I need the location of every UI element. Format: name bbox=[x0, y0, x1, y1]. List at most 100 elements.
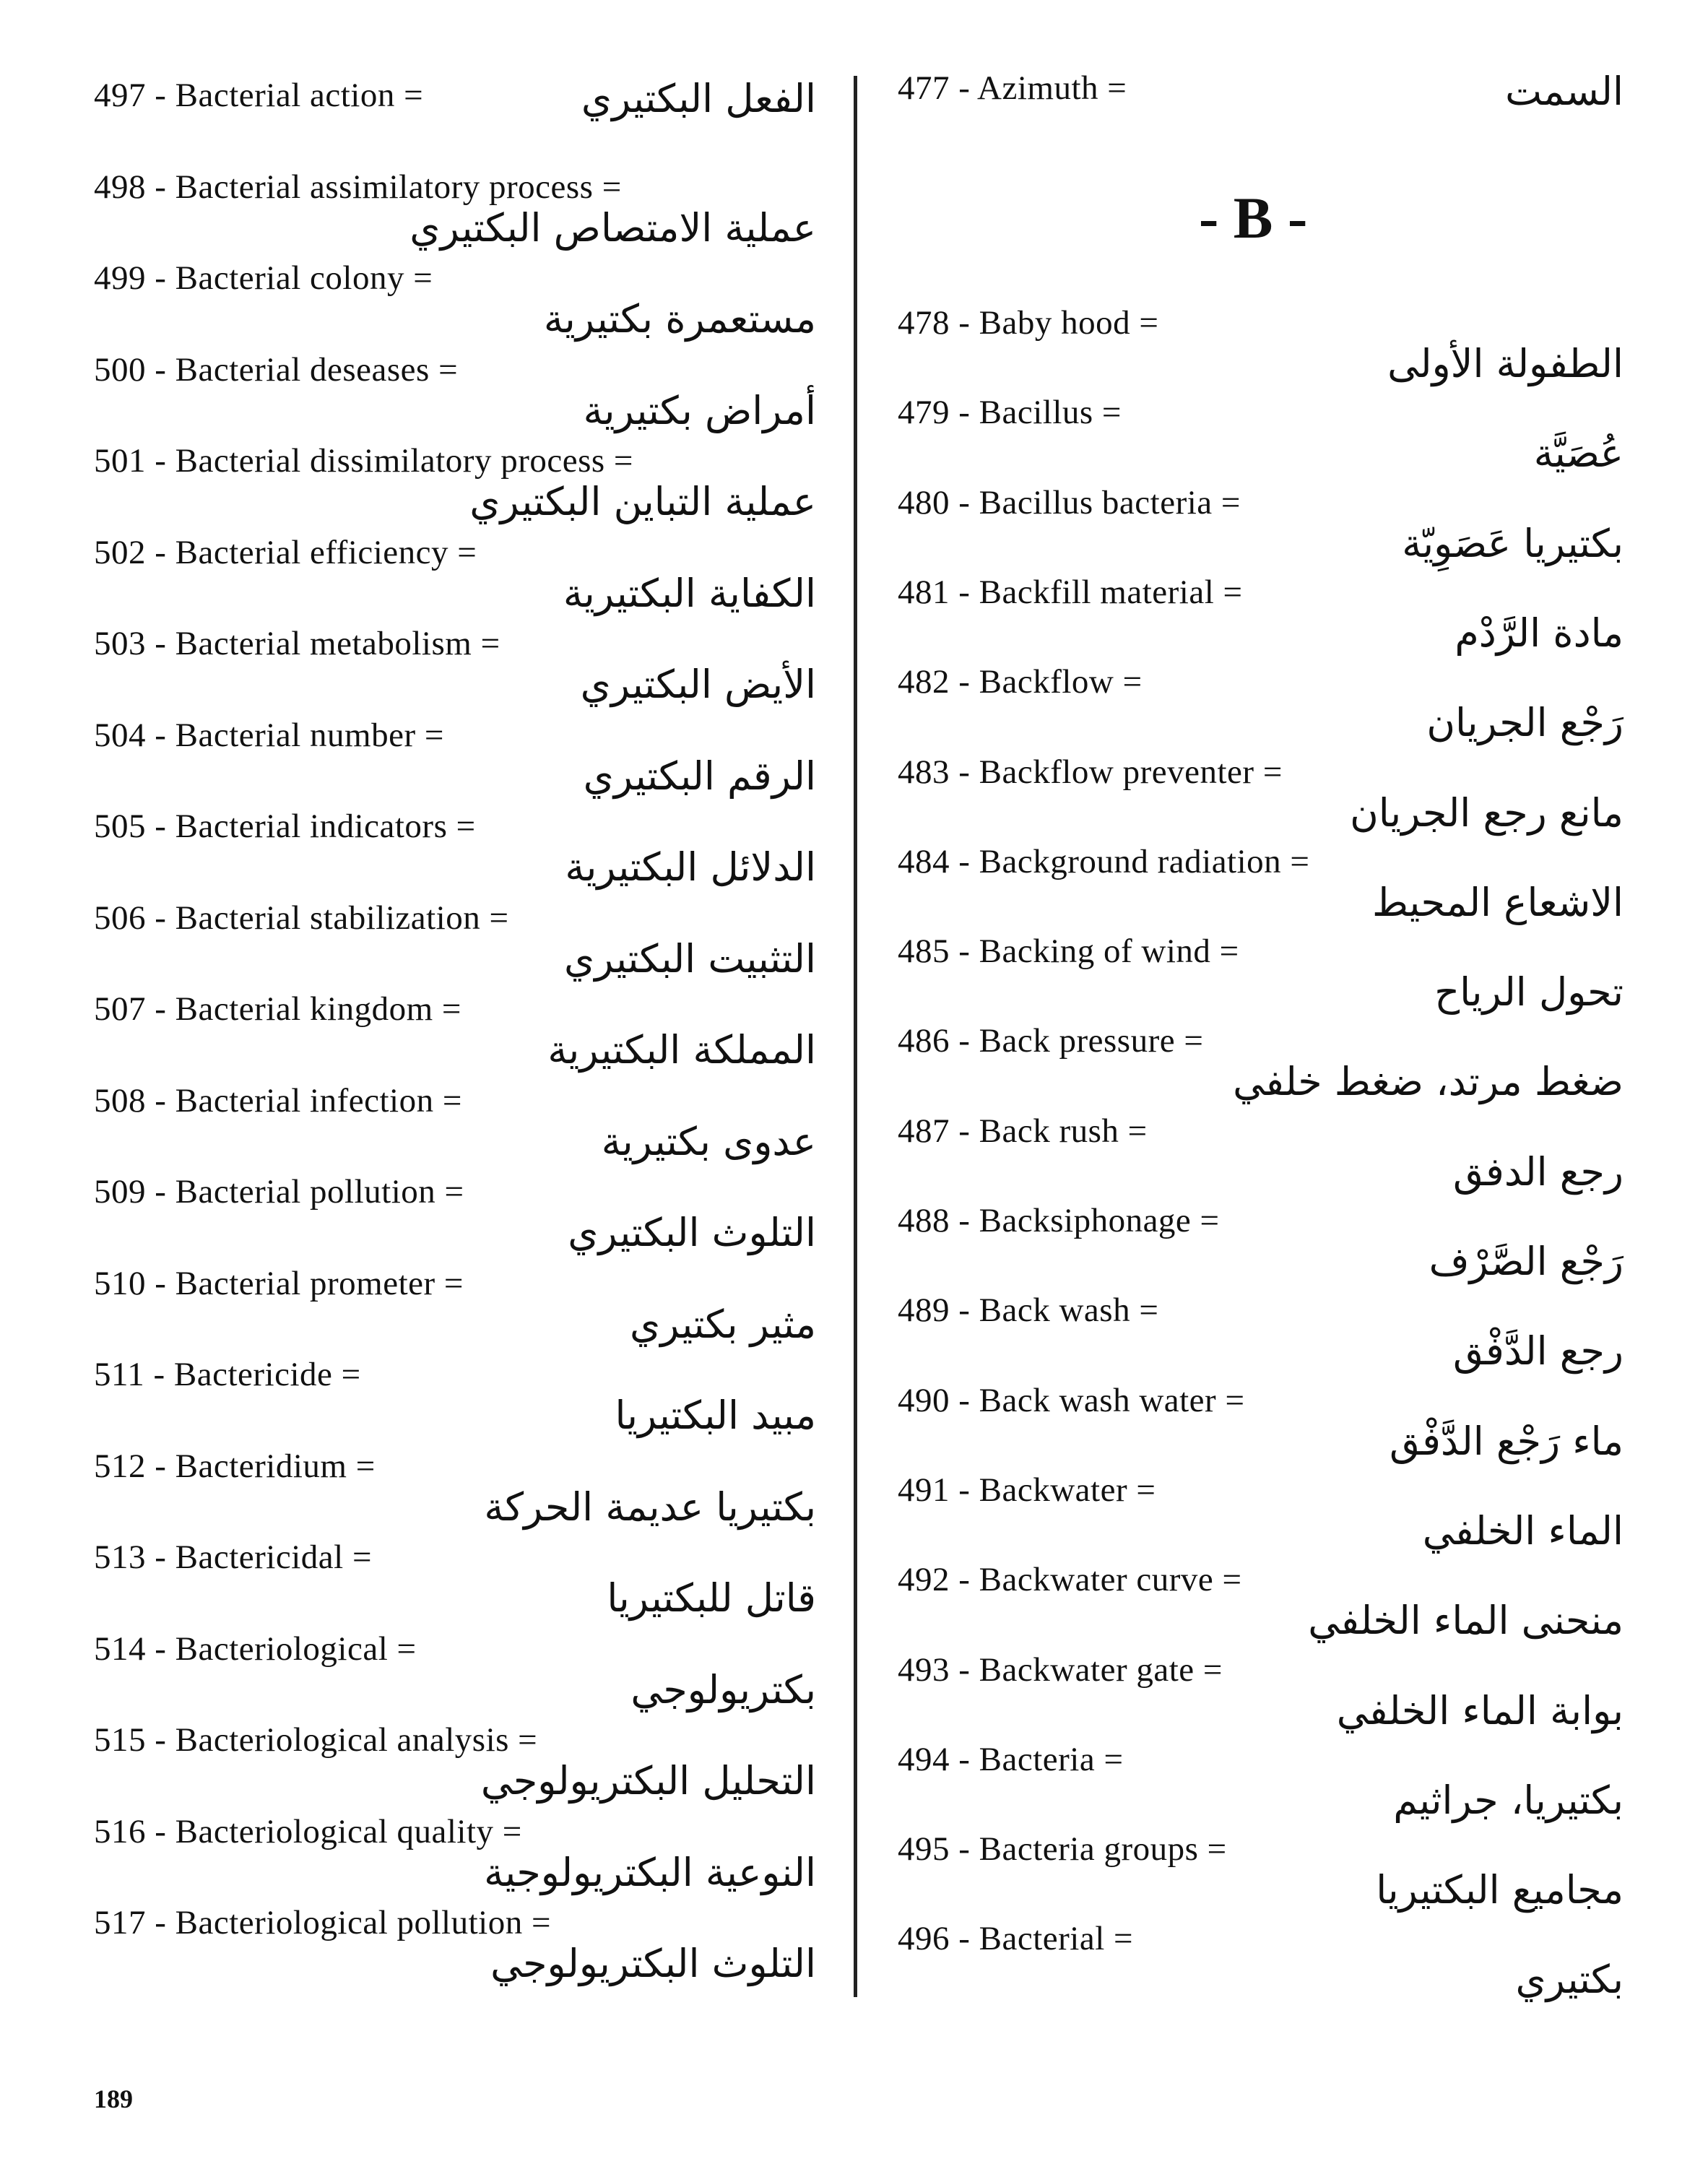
entry-arabic: عملية الامتصاص البكتيري bbox=[409, 204, 816, 251]
entry-term: 486 - Back pressure = bbox=[898, 1022, 1204, 1060]
entry-term: 488 - Backsiphonage = bbox=[898, 1202, 1220, 1239]
dictionary-entry-486: 486 - Back pressure = ضغط مرتد، ضغط خلفي bbox=[898, 1021, 1624, 1108]
entry-arabic: مجاميع البكتيريا bbox=[1376, 1867, 1624, 1913]
dictionary-entry-497: 497 - Bacterial action = الفعل البكتيري bbox=[94, 76, 816, 163]
entry-arabic: مانع رجع الجريان bbox=[1350, 789, 1624, 836]
entry-term: 514 - Bacteriological = bbox=[94, 1629, 417, 1668]
entry-arabic: بكتيريا عَصَوِيّة bbox=[1402, 520, 1624, 566]
entry-term: 491 - Backwater = bbox=[898, 1471, 1156, 1509]
entry-arabic: الطفولة الأولى bbox=[1387, 341, 1624, 386]
entry-term: 483 - Backflow preventer = bbox=[898, 753, 1283, 791]
entry-term: 516 - Bacteriological quality = bbox=[94, 1812, 522, 1850]
dictionary-entry-477: 477 - Azimuth = السمت bbox=[898, 69, 1624, 155]
page-number: 189 bbox=[94, 2084, 133, 2113]
dictionary-entry-501: 501 - Bacterial dissimilatory process = ع… bbox=[94, 441, 816, 528]
entry-arabic: التثبيت البكتيري bbox=[563, 935, 816, 982]
dictionary-entry-498: 498 - Bacterial assimilatory process = عم… bbox=[94, 168, 816, 254]
entry-term: 510 - Bacterial prometer = bbox=[94, 1264, 464, 1302]
dictionary-entry-484: 484 - Background radiation = الاشعاع المح… bbox=[898, 842, 1624, 929]
entry-arabic: الاشعاع المحيط bbox=[1371, 879, 1624, 925]
entry-arabic: مستعمرة بكتيرية bbox=[543, 296, 816, 342]
dictionary-entry-491: 491 - Backwater = الماء الخلفي bbox=[898, 1471, 1624, 1557]
entry-term: 478 - Baby hood = bbox=[898, 304, 1159, 342]
entry-term: 502 - Bacterial efficiency = bbox=[94, 533, 477, 571]
dictionary-entry-517: 517 - Bacteriological pollution = التلوث … bbox=[94, 1903, 816, 1990]
entry-arabic: النوعية البكتريولوجية bbox=[484, 1849, 816, 1895]
entry-arabic: مبيد البكتيريا bbox=[615, 1393, 816, 1438]
entry-arabic: ماء رَجْع الدَّفْق bbox=[1390, 1418, 1624, 1464]
entry-term: 505 - Bacterial indicators = bbox=[94, 808, 476, 845]
dictionary-entry-485: 485 - Backing of wind = تحول الرياح bbox=[898, 932, 1624, 1018]
entry-term: 501 - Bacterial dissimilatory process = bbox=[94, 442, 633, 480]
entry-arabic: تحول الرياح bbox=[1434, 969, 1624, 1016]
entry-arabic: الكفاية البكتيرية bbox=[563, 570, 816, 616]
dictionary-entry-480: 480 - Bacillus bacteria = بكتيريا عَصَوِي… bbox=[898, 483, 1624, 570]
dictionary-entry-487: 487 - Back rush = رجع الدفق bbox=[898, 1112, 1624, 1198]
entry-term: 479 - Bacillus = bbox=[898, 394, 1122, 432]
entry-arabic: بكتيري bbox=[1515, 1957, 1624, 2003]
entry-arabic: بكتيريا عديمة الحركة bbox=[484, 1484, 816, 1530]
entry-arabic: بكتيريا، جراثيم bbox=[1393, 1777, 1624, 1823]
entry-arabic: السمت bbox=[1505, 69, 1624, 114]
entry-term: 508 - Bacterial infection = bbox=[94, 1081, 462, 1120]
entry-term: 493 - Backwater gate = bbox=[898, 1650, 1223, 1689]
dictionary-entry-492: 492 - Backwater curve = منحنى الماء الخلف… bbox=[898, 1560, 1624, 1647]
dictionary-entry-488: 488 - Backsiphonage = رَجْع الصَّرْف bbox=[898, 1201, 1624, 1288]
entry-arabic: مادة الرَّدْم bbox=[1455, 610, 1624, 656]
entry-term: 511 - Bactericide = bbox=[94, 1356, 361, 1393]
dictionary-entry-479: 479 - Bacillus = عُصَيَّة bbox=[898, 393, 1624, 480]
dictionary-entry-504: 504 - Bacterial number = الرقم البكتيري bbox=[94, 716, 816, 802]
entry-term: 500 - Bacterial deseases = bbox=[94, 350, 459, 389]
entry-arabic: بوابة الماء الخلفي bbox=[1336, 1687, 1624, 1733]
entry-term: 498 - Bacterial assimilatory process = bbox=[94, 168, 622, 206]
entry-arabic: رجع الدفق bbox=[1452, 1148, 1624, 1195]
entry-arabic: عدوى بكتيرية bbox=[601, 1118, 816, 1164]
entry-arabic: قاتل للبكتيريا bbox=[607, 1575, 816, 1621]
entry-term: 515 - Bacteriological analysis = bbox=[94, 1721, 538, 1759]
entry-term: 513 - Bactericidal = bbox=[94, 1538, 372, 1576]
entry-arabic: الفعل البكتيري bbox=[581, 76, 816, 121]
entry-term: 481 - Backfill material = bbox=[898, 573, 1243, 611]
dictionary-entry-482: 482 - Backflow = رَجْع الجريان bbox=[898, 662, 1624, 749]
entry-term: 504 - Bacterial number = bbox=[94, 716, 444, 754]
entry-term: 495 - Bacteria groups = bbox=[898, 1830, 1227, 1869]
dictionary-entry-483: 483 - Backflow preventer = مانع رجع الجري… bbox=[898, 753, 1624, 839]
entry-arabic: عُصَيَّة bbox=[1533, 430, 1624, 477]
dictionary-entry-490: 490 - Back wash water = ماء رَجْع الدَّفْ… bbox=[898, 1381, 1624, 1468]
dictionary-entry-500: 500 - Bacterial deseases = أمراض بكتيرية bbox=[94, 350, 816, 437]
column-divider bbox=[854, 76, 857, 1997]
entry-term: 494 - Bacteria = bbox=[898, 1740, 1124, 1778]
entry-term: 512 - Bacteridium = bbox=[94, 1447, 376, 1485]
entry-arabic: الماء الخلفي bbox=[1422, 1507, 1624, 1554]
dictionary-entry-512: 512 - Bacteridium = بكتيريا عديمة الحركة bbox=[94, 1447, 816, 1533]
entry-term: 492 - Backwater curve = bbox=[898, 1561, 1242, 1599]
entry-arabic: الرقم البكتيري bbox=[583, 753, 816, 799]
entry-term: 480 - Bacillus bacteria = bbox=[898, 483, 1241, 521]
dictionary-entry-507: 507 - Bacterial kingdom = المملكة البكتير… bbox=[94, 990, 816, 1076]
entry-term: 497 - Bacterial action = bbox=[94, 77, 424, 114]
entry-term: 482 - Backflow = bbox=[898, 663, 1143, 701]
entry-arabic: التلوث البكتريولوجي bbox=[490, 1941, 816, 1986]
entry-term: 496 - Bacterial = bbox=[898, 1920, 1134, 1958]
dictionary-entry-503: 503 - Bacterial metabolism = الأيض البكتي… bbox=[94, 624, 816, 711]
entry-arabic: التلوث البكتيري bbox=[568, 1210, 816, 1255]
dictionary-entry-514: 514 - Bacteriological = بكتريولوجي bbox=[94, 1629, 816, 1716]
dictionary-entry-478: 478 - Baby hood = الطفولة الأولى bbox=[898, 303, 1624, 390]
dictionary-entry-509: 509 - Bacterial pollution = التلوث البكتي… bbox=[94, 1172, 816, 1259]
entry-arabic: منحنى الماء الخلفي bbox=[1308, 1598, 1624, 1644]
entry-arabic: عملية التباين البكتيري bbox=[469, 479, 816, 524]
dictionary-entry-489: 489 - Back wash = رجع الدَّفْق bbox=[898, 1291, 1624, 1377]
entry-arabic: الدلائل البكتيرية bbox=[565, 844, 816, 890]
dictionary-entry-510: 510 - Bacterial prometer = مثير بكتيري bbox=[94, 1264, 816, 1351]
entry-term: 509 - Bacterial pollution = bbox=[94, 1173, 464, 1211]
entry-term: 517 - Bacteriological pollution = bbox=[94, 1904, 551, 1941]
dictionary-entry-493: 493 - Backwater gate = بوابة الماء الخلفي bbox=[898, 1650, 1624, 1737]
entry-term: 485 - Backing of wind = bbox=[898, 932, 1239, 971]
dictionary-entry-505: 505 - Bacterial indicators = الدلائل البك… bbox=[94, 807, 816, 893]
entry-term: 503 - Bacterial metabolism = bbox=[94, 625, 500, 662]
dictionary-entry-495: 495 - Bacteria groups = مجاميع البكتيريا bbox=[898, 1830, 1624, 1916]
dictionary-entry-508: 508 - Bacterial infection = عدوى بكتيرية bbox=[94, 1081, 816, 1168]
dictionary-entry-481: 481 - Backfill material = مادة الرَّدْم bbox=[898, 573, 1624, 659]
entry-term: 489 - Back wash = bbox=[898, 1291, 1159, 1330]
entry-arabic: ضغط مرتد، ضغط خلفي bbox=[1233, 1059, 1624, 1105]
